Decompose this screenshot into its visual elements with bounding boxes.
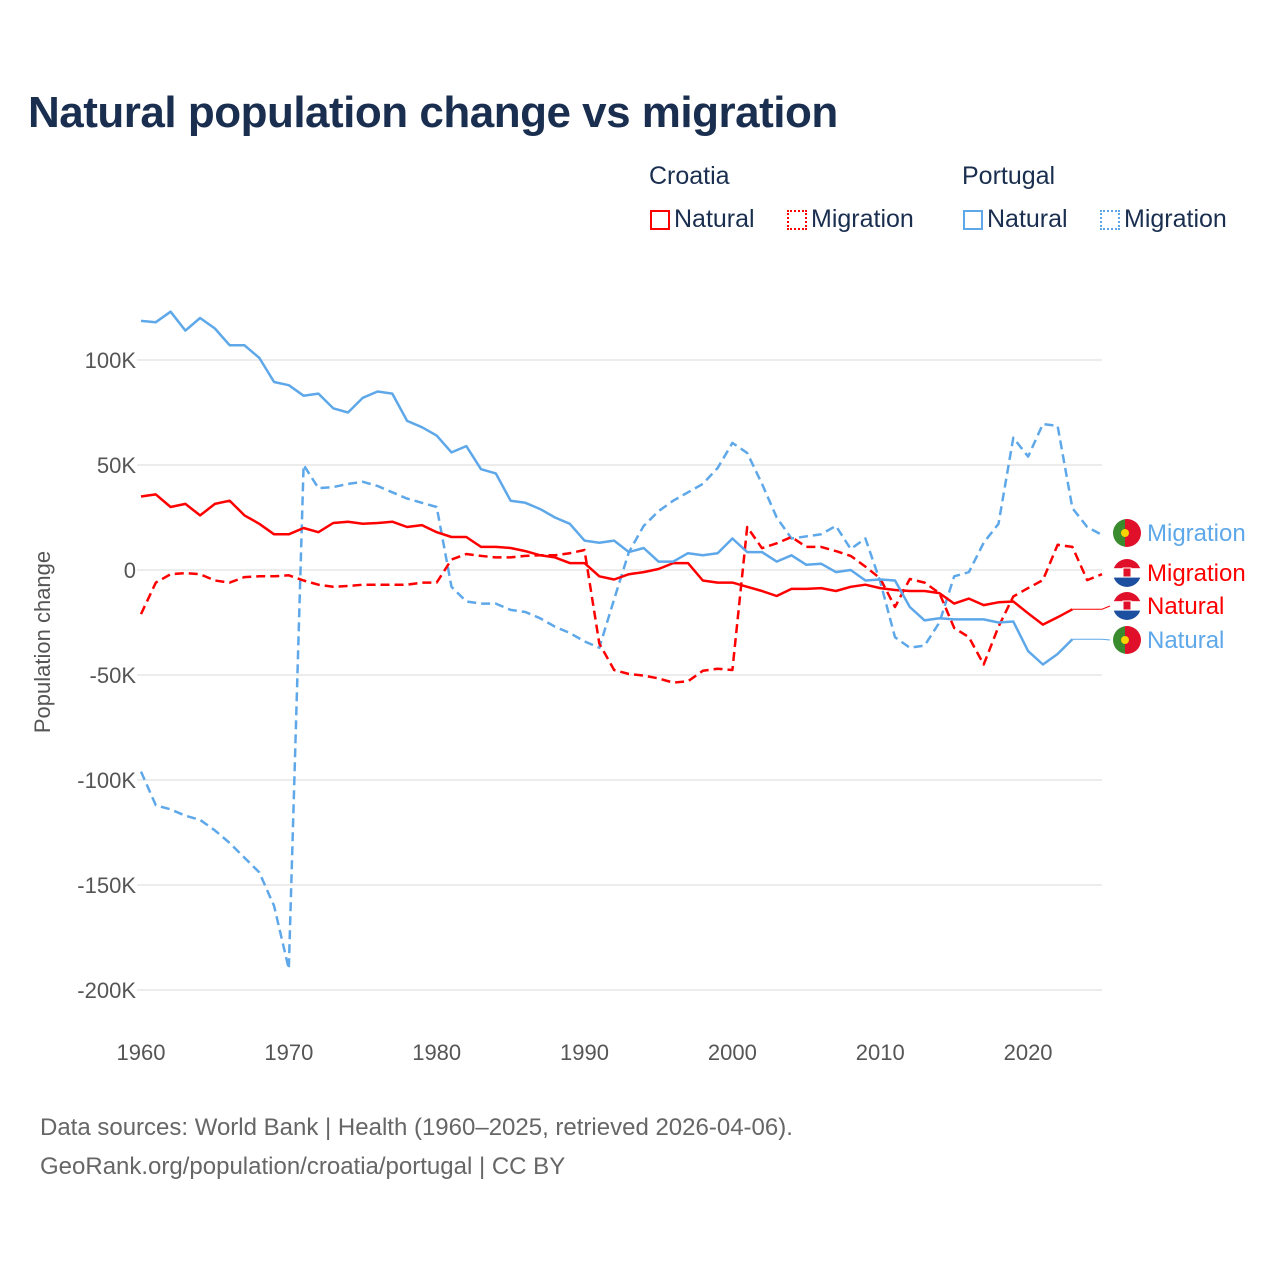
y-axis-label: Population change — [30, 551, 55, 733]
y-tick-label: -50K — [90, 663, 137, 688]
legend-item-croatia-natural[interactable]: Natural — [650, 205, 755, 234]
y-tick-label: 100K — [85, 348, 137, 373]
croatia-flag-icon — [1113, 592, 1141, 620]
x-tick-label: 1980 — [412, 1040, 461, 1065]
portugal-flag-icon — [1113, 626, 1141, 654]
end-label-portugal-migration: Migration — [1147, 520, 1246, 547]
legend-label: Natural — [674, 205, 755, 233]
legend-label: Migration — [811, 205, 914, 233]
chart-title: Natural population change vs migration — [28, 88, 838, 137]
source-link[interactable]: GeoRank.org/population/croatia/portugal … — [40, 1153, 566, 1180]
y-tick-label: -100K — [77, 768, 136, 793]
legend-item-portugal-natural[interactable]: Natural — [963, 205, 1068, 234]
source-note: Data sources: World Bank | Health (1960–… — [40, 1108, 793, 1186]
end-label-croatia-migration: Migration — [1147, 560, 1246, 587]
series-line-portugal-migration[interactable] — [139, 422, 1103, 971]
legend-swatch-dotted — [787, 209, 807, 230]
y-tick-label: 50K — [97, 453, 136, 478]
y-tick-label: 0 — [124, 558, 136, 583]
series-line-portugal-natural[interactable] — [140, 310, 1074, 666]
croatia-flag-icon — [1113, 559, 1141, 587]
series-line-croatia-natural[interactable] — [140, 493, 1073, 626]
legend-group-croatia: Croatia — [649, 162, 730, 190]
legend-label: Migration — [1124, 205, 1227, 233]
end-label-croatia-natural: Natural — [1147, 593, 1224, 620]
source-line: Data sources: World Bank | Health (1960–… — [40, 1114, 793, 1141]
x-tick-label: 1990 — [560, 1040, 609, 1065]
legend-group-portugal: Portugal — [962, 162, 1056, 190]
x-tick-label: 2010 — [856, 1040, 905, 1065]
portugal-flag-icon — [1113, 519, 1141, 547]
legend-item-portugal-migration[interactable]: Migration — [1100, 205, 1227, 234]
y-tick-label: -200K — [77, 978, 136, 1003]
legend-swatch-dotted — [1100, 209, 1120, 230]
x-tick-label: 2020 — [1004, 1040, 1053, 1065]
series-line-croatia-migration[interactable] — [139, 525, 1103, 684]
x-tick-label: 1960 — [117, 1040, 166, 1065]
legend-swatch-solid — [963, 209, 983, 230]
y-tick-label: -150K — [77, 873, 136, 898]
end-label-connector — [1072, 605, 1111, 610]
x-tick-label: 1970 — [264, 1040, 313, 1065]
x-tick-label: 2000 — [708, 1040, 757, 1065]
end-label-connector — [1072, 638, 1111, 641]
legend-item-croatia-migration[interactable]: Migration — [787, 205, 914, 234]
end-label-portugal-natural: Natural — [1147, 627, 1224, 654]
legend-swatch-solid — [650, 209, 670, 230]
legend-label: Natural — [987, 205, 1068, 233]
